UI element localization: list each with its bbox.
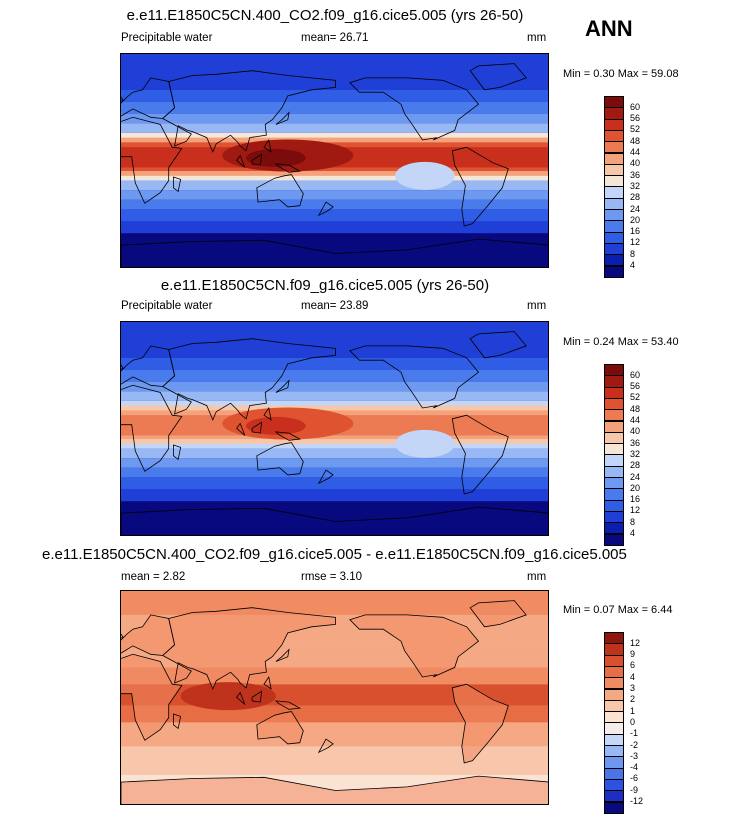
latitude-band [121,468,549,478]
panel-middle-title: e.e11.E1850C5CN.f09_g16.cice5.005 (yrs 2… [0,277,650,294]
colorbar-tick-label: 52 [630,393,640,402]
panel-middle-minmax: Min = 0.24 Max = 53.40 [563,336,679,348]
latitude-band [121,746,549,775]
colorbar-tick-label: 56 [630,114,640,123]
colorbar-tick-label: 0 [630,718,635,727]
colorbar-tick-label: 20 [630,216,640,225]
panel-top-mean: mean= 26.71 [301,32,368,44]
panel-middle-units: mm [527,300,546,312]
colorbar-tick-label: 60 [630,371,640,380]
colorbar-tick-label: 16 [630,227,640,236]
latitude-band [121,501,549,536]
panel-top-map [120,53,549,268]
panel-middle-map [120,321,549,536]
latitude-band [121,322,549,358]
colorbar-swatch [604,802,624,814]
colorbar-tick-label: 44 [630,416,640,425]
colorbar-tick-label: 32 [630,450,640,459]
colorbar-tick-label: 2 [630,695,635,704]
panel-top-title: e.e11.E1850C5CN.400_CO2.f09_g16.cice5.00… [0,7,650,24]
colorbar-tick-label: -6 [630,774,638,783]
latitude-band [121,114,549,124]
latitude-band [121,449,549,459]
panel-bottom-minmax: Min = 0.07 Max = 6.44 [563,604,672,616]
colorbar-tick-label: 28 [630,193,640,202]
colorbar-tick-label: -4 [630,763,638,772]
colorbar-tick-label: 24 [630,473,640,482]
colorbar-tick-label: 36 [630,439,640,448]
latitude-band [121,90,549,102]
colorbar-tick-label: 9 [630,650,635,659]
latitude-band [121,370,549,382]
latitude-band [121,458,549,468]
colorbar-tick-label: 32 [630,182,640,191]
colorbar-tick-label: 28 [630,461,640,470]
panel-bottom-mean: mean = 2.82 [121,571,185,583]
colorbar-tick-label: 12 [630,506,640,515]
colorbar-tick-label: 8 [630,250,635,259]
latitude-band [121,358,549,370]
latitude-band [121,233,549,268]
colorbar-tick-label: 16 [630,495,640,504]
latitude-band [121,190,549,200]
latitude-band [121,200,549,210]
moistening-maximum [181,682,276,710]
colorbar-tick-label: 24 [630,205,640,214]
colorbar-swatch [604,534,624,546]
colorbar-tick-label: 40 [630,427,640,436]
latitude-band [121,54,549,90]
colorbar-tick-label: 4 [630,261,635,270]
colorbar-tick-label: 40 [630,159,640,168]
latitude-band [121,102,549,114]
panel-bottom-units: mm [527,571,546,583]
colorbar-tick-label: 4 [630,529,635,538]
latitude-band [121,209,549,221]
colorbar-swatch [604,266,624,278]
latitude-band [121,221,549,233]
latitude-band [121,123,549,133]
colorbar-tick-label: -2 [630,741,638,750]
colorbar-tick-label: -12 [630,797,643,806]
panel-bottom-map [120,590,549,805]
dry-tongue [395,162,455,190]
colorbar-tick-label: 8 [630,518,635,527]
colorbar-tick-label: 60 [630,103,640,112]
colorbar-tick-label: -9 [630,786,638,795]
colorbar-tick-label: 12 [630,238,640,247]
latitude-band [121,382,549,392]
colorbar-tick-label: 4 [630,673,635,682]
colorbar-tick-label: 36 [630,171,640,180]
colorbar-tick-label: 48 [630,405,640,414]
panel-middle-mean: mean= 23.89 [301,300,368,312]
colorbar-tick-label: 6 [630,661,635,670]
panel-middle-contour-field [121,322,549,536]
season-label: ANN [585,16,633,42]
latitude-band [121,391,549,401]
panel-top-units: mm [527,32,546,44]
latitude-band [121,181,549,191]
panel-top-minmax: Min = 0.30 Max = 59.08 [563,68,679,80]
latitude-band [121,477,549,489]
latitude-band [121,489,549,501]
dry-tongue [395,430,455,458]
colorbar-tick-label: 3 [630,684,635,693]
colorbar-tick-label: -3 [630,752,638,761]
colorbar-tick-label: -1 [630,729,638,738]
colorbar-tick-label: 20 [630,484,640,493]
panel-top-variable: Precipitable water [121,32,212,44]
panel-bottom-rmse: rmse = 3.10 [301,571,362,583]
colorbar-tick-label: 52 [630,125,640,134]
colorbar-tick-label: 56 [630,382,640,391]
colorbar-tick-label: 1 [630,707,635,716]
colorbar-tick-label: 48 [630,137,640,146]
colorbar-tick-label: 44 [630,148,640,157]
panel-top-contour-field [121,54,549,268]
panel-bottom-contour-field [121,591,549,805]
colorbar-tick-label: 12 [630,639,640,648]
panel-middle-variable: Precipitable water [121,300,212,312]
panel-bottom-title: e.e11.E1850C5CN.400_CO2.f09_g16.cice5.00… [42,546,627,563]
